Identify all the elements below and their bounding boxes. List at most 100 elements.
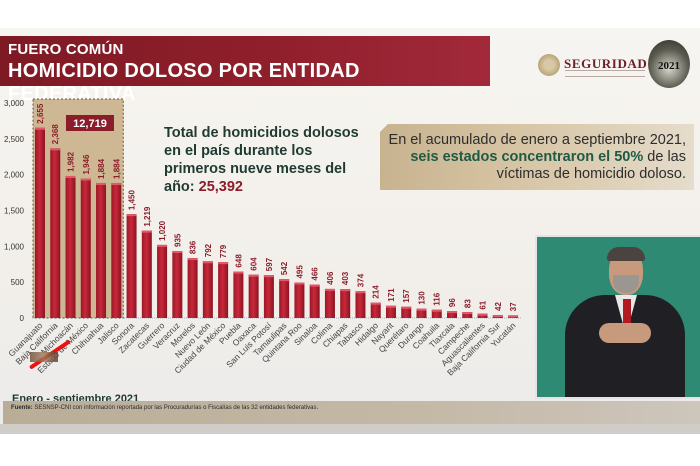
- bar-top: [355, 291, 366, 294]
- national-emblem-icon: [538, 54, 560, 76]
- bar: [187, 258, 198, 318]
- bar-chart: 12,719 0 500 1,000 1,500 2,000 2,500 3,000 2,655…: [4, 98, 522, 378]
- bar-value-label: 157: [402, 289, 411, 303]
- bar-value-label: 1,946: [82, 154, 91, 175]
- bar: [340, 289, 351, 318]
- bar-value-label: 96: [448, 298, 457, 307]
- bar-top: [35, 127, 45, 130]
- y-tick-label: 1,500: [4, 207, 25, 216]
- bar: [279, 279, 290, 318]
- bar: [355, 291, 366, 318]
- y-tick-label: 500: [11, 278, 25, 287]
- bar-value-label: 604: [250, 257, 259, 271]
- source-label: Fuente:: [11, 405, 33, 411]
- bar-top: [65, 175, 76, 178]
- total-label: Total de homicidios dolosos en el país d…: [164, 125, 359, 195]
- anniversary-logo-icon: 2021: [648, 40, 690, 88]
- title-banner: FUERO COMÚN HOMICIDIO DOLOSO POR ENTIDAD…: [0, 36, 490, 105]
- source-text: SESNSP-CNI con información reportada por…: [34, 405, 319, 411]
- bar: [96, 182, 107, 318]
- bar-value-label: 374: [356, 273, 365, 287]
- bar-value-label: 935: [173, 233, 182, 247]
- bar: [141, 230, 152, 318]
- seguridad-logo-text: SEGURIDAD: [564, 56, 648, 71]
- bar-top: [248, 274, 259, 277]
- source-bar: Fuente: SESNSP-CNI con información repor…: [3, 401, 700, 424]
- bar-value-label: 214: [372, 285, 381, 299]
- bar: [65, 175, 76, 318]
- bar: [416, 308, 427, 318]
- total-summary: Total de homicidios dolosos en el país d…: [164, 124, 374, 196]
- bar-top: [340, 289, 351, 292]
- bar: [202, 261, 213, 318]
- bar-value-label: 2,368: [51, 124, 60, 145]
- y-tick-label: 2,500: [4, 135, 25, 144]
- bar-top: [477, 313, 488, 316]
- bar-value-label: 37: [509, 302, 518, 311]
- bar-top: [126, 214, 137, 217]
- bar-value-label: 83: [463, 299, 472, 308]
- bar-top: [309, 284, 320, 287]
- bar-value-label: 1,219: [143, 206, 152, 227]
- bar-top: [218, 262, 229, 265]
- interpreter-tie: [623, 299, 631, 339]
- anniversary-year: 2021: [658, 60, 680, 72]
- bar: [431, 309, 442, 318]
- bar-top: [370, 302, 381, 305]
- bar-value-label: 61: [479, 300, 488, 309]
- highlight-total-badge: [66, 115, 114, 131]
- bar-top: [401, 306, 412, 309]
- interpreter-hands: [599, 323, 651, 343]
- bar-top: [431, 309, 442, 312]
- bar-value-label: 403: [341, 271, 350, 285]
- bar-value-label: 1,020: [158, 220, 167, 241]
- bar-value-label: 2,655: [36, 103, 45, 124]
- bar-value-label: 130: [418, 291, 427, 305]
- callout-post: de las víctimas de homicidio doloso.: [496, 149, 686, 182]
- bar: [263, 275, 274, 318]
- bar: [385, 305, 396, 318]
- bar: [462, 312, 473, 318]
- bar-top: [141, 230, 152, 233]
- bar-value-label: 648: [234, 254, 243, 268]
- bar-top: [202, 261, 213, 264]
- bar-value-label: 406: [326, 271, 335, 285]
- sign-language-interpreter-video: [535, 235, 700, 399]
- callout-highlight: seis estados concentraron el 50%: [410, 149, 644, 165]
- bar-value-label: 1,884: [97, 158, 106, 179]
- bar-top: [385, 305, 396, 308]
- bar-top: [263, 275, 274, 278]
- bar-top: [492, 314, 503, 317]
- bar-top: [50, 148, 61, 151]
- y-tick-label: 0: [20, 314, 25, 323]
- bar: [447, 311, 458, 318]
- seguridad-logo-subtext: [565, 70, 645, 77]
- bar: [233, 271, 244, 318]
- bar: [477, 313, 488, 318]
- interpreter-hair: [607, 247, 645, 261]
- interpreter-beard: [613, 275, 639, 293]
- bar-value-label: 171: [387, 288, 396, 302]
- bar-value-label: 1,450: [128, 190, 137, 211]
- callout-pre: En el acumulado de enero a septiembre 20…: [388, 132, 686, 148]
- bar-top: [294, 282, 305, 285]
- bar-value-label: 116: [433, 292, 442, 305]
- bottom-strip: [0, 424, 700, 434]
- bar: [126, 214, 137, 318]
- bar: [370, 302, 381, 318]
- bar-top: [279, 279, 290, 282]
- bar: [111, 182, 122, 318]
- bar: [401, 306, 412, 318]
- bar: [50, 148, 61, 318]
- bar: [248, 274, 259, 318]
- bar: [35, 127, 45, 318]
- y-tick-label: 1,000: [4, 242, 25, 251]
- bar: [172, 250, 183, 318]
- bar-value-label: 1,982: [67, 151, 76, 172]
- bar: [218, 262, 229, 318]
- bar-top: [187, 258, 198, 261]
- bar-value-label: 542: [280, 261, 289, 275]
- highlight-total-label: 12,719: [73, 118, 107, 130]
- bar-top: [447, 311, 458, 314]
- bar: [80, 178, 91, 318]
